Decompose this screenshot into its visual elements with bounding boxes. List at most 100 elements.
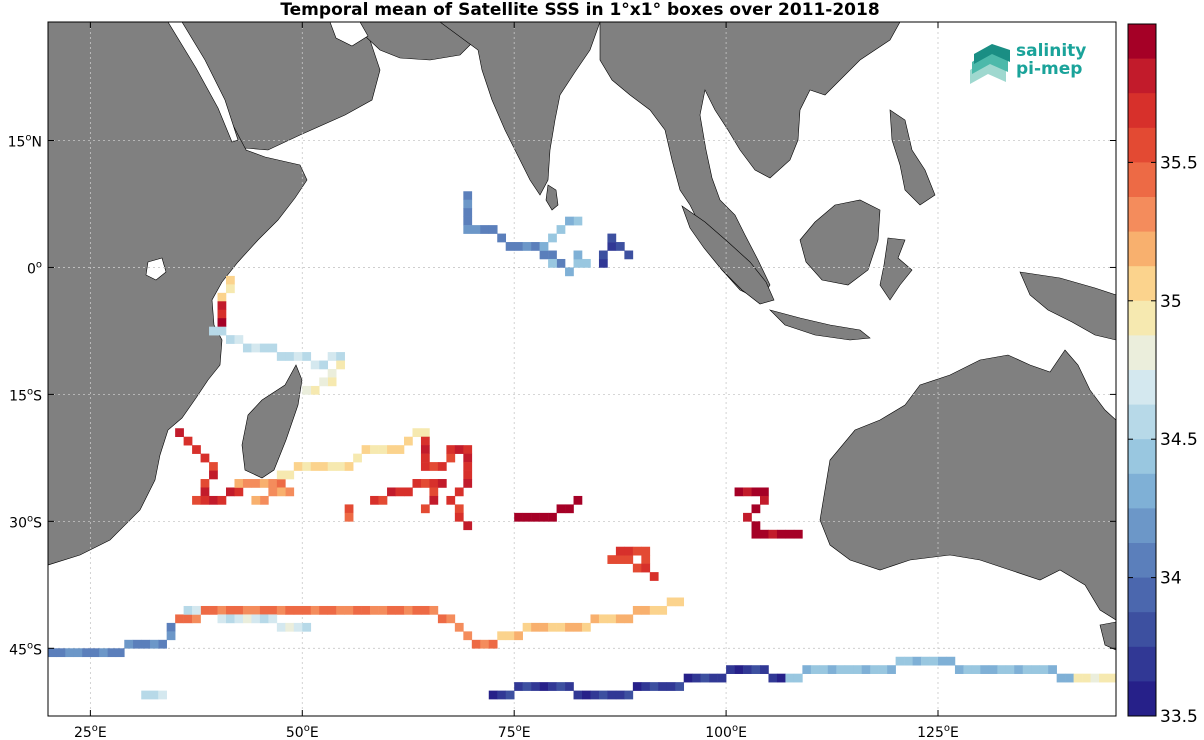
sss-cell (548, 250, 557, 260)
sss-cell (760, 665, 769, 674)
sss-cell (1022, 665, 1032, 674)
sss-cell (598, 250, 608, 260)
sss-cell (531, 512, 540, 522)
sss-cell (310, 462, 320, 471)
sss-cell (259, 605, 269, 615)
sss-cell (378, 495, 388, 505)
colorbar-swatch (1128, 439, 1156, 475)
sss-cell (1073, 673, 1083, 683)
colorbar-swatch (1128, 266, 1156, 302)
lat-tick-label: 15oS (9, 386, 42, 404)
sss-cell (751, 521, 761, 531)
sss-cell (336, 352, 345, 361)
colorbar-swatch (1128, 197, 1156, 232)
sss-cell (615, 690, 625, 700)
sss-cell (276, 605, 286, 615)
sss-cell (378, 605, 388, 615)
sss-cell (760, 495, 769, 505)
sss-cell (463, 521, 473, 531)
sss-cell (463, 479, 473, 488)
colorbar-swatch (1128, 404, 1156, 440)
sss-cell (200, 495, 210, 505)
sss-cell (158, 639, 167, 649)
sss-cell (760, 487, 769, 497)
sss-cell (344, 605, 354, 615)
sss-cell (251, 343, 261, 353)
sss-cell (268, 487, 278, 497)
sss-cell (141, 690, 151, 700)
sss-cell (632, 605, 642, 615)
sss-cell (115, 648, 125, 658)
sss-cell (437, 462, 447, 471)
sss-cell (158, 690, 167, 700)
sss-cell (48, 648, 57, 658)
sss-cell (420, 436, 430, 446)
sss-cell (488, 690, 498, 700)
sss-cell (361, 605, 371, 615)
sss-cell (921, 656, 930, 666)
sss-cell (573, 250, 583, 260)
lon-tick-label: 125oE (917, 723, 959, 740)
sss-cell (954, 665, 964, 674)
sss-cell (259, 495, 269, 505)
sss-cell (1048, 665, 1057, 674)
sss-cell (463, 631, 473, 641)
sss-cell (870, 665, 879, 674)
sss-cell (226, 284, 235, 294)
sss-cell (556, 682, 566, 691)
lat-tick-label: 30oS (9, 513, 42, 531)
lat-tick-label: 45oS (9, 640, 42, 658)
sss-cell (480, 225, 490, 234)
land-masses (48, 22, 1116, 651)
sss-cell (624, 546, 634, 556)
sss-cell (370, 495, 379, 505)
sss-cell (242, 479, 252, 488)
sss-cell (692, 673, 701, 683)
sss-cell (539, 250, 549, 260)
sss-cell (1005, 665, 1015, 674)
sss-cell (505, 690, 515, 700)
sss-cell (463, 199, 473, 209)
sss-cell (819, 665, 829, 674)
sss-cell (293, 622, 303, 632)
sss-cell (556, 504, 566, 514)
sss-cell (505, 242, 515, 251)
sss-cell (598, 690, 608, 700)
sss-cell (649, 605, 659, 615)
sss-cell (641, 682, 651, 691)
sss-cell (573, 622, 583, 632)
sss-cell (446, 453, 456, 463)
sss-cell (149, 639, 159, 649)
sss-cell (598, 258, 608, 268)
sss-cell (192, 605, 201, 615)
sss-cell (319, 360, 329, 370)
sss-cell (56, 648, 66, 658)
sss-cell (420, 453, 430, 463)
sss-cell (793, 673, 803, 683)
se-asia-landmass (599, 22, 901, 301)
logo-text-salinity: salinity (1016, 41, 1087, 61)
sss-cell (429, 479, 439, 488)
sss-cell (429, 495, 439, 505)
sss-cell (726, 665, 735, 674)
sss-cell (259, 614, 269, 624)
sss-cell (853, 665, 863, 674)
sss-cell (429, 605, 439, 615)
sss-cell (505, 631, 515, 641)
sss-cell (404, 605, 413, 615)
sss-cell (760, 529, 769, 539)
sss-cell (582, 690, 591, 700)
sss-cell (988, 665, 998, 674)
sss-cell (598, 614, 608, 624)
sss-cell (200, 453, 210, 463)
sss-cell (573, 690, 583, 700)
sss-cell (904, 656, 913, 666)
borneo-landmass (799, 199, 881, 286)
sss-cell (776, 673, 786, 683)
sss-cell (836, 665, 846, 674)
india-landmass (439, 22, 601, 196)
lake-victoria (145, 257, 167, 281)
sss-cell (649, 572, 659, 581)
sss-cell (463, 191, 473, 201)
sss-cell (217, 326, 227, 336)
